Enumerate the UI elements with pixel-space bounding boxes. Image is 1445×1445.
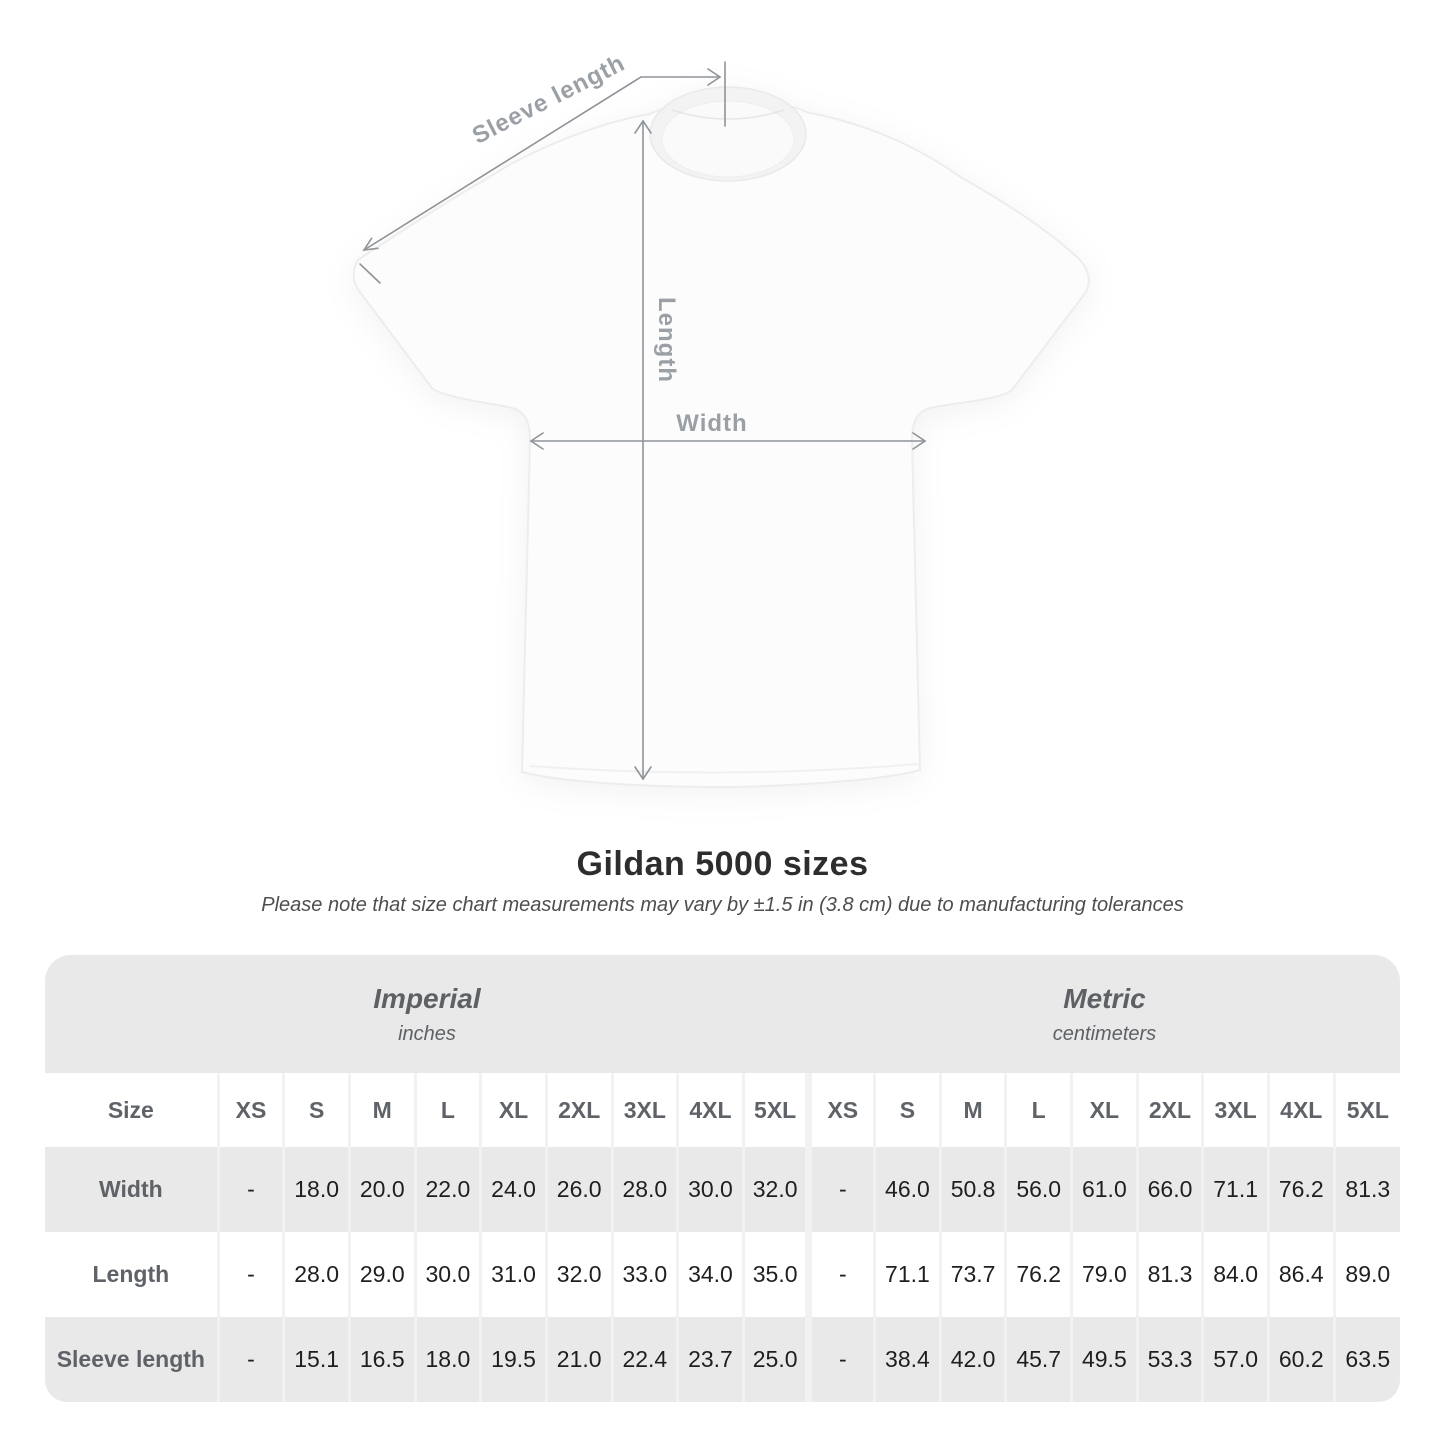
measurement-cell: - (216, 1317, 284, 1402)
metric-group-header: Metric centimeters (808, 955, 1400, 1073)
measurement-cell: 50.8 (938, 1147, 1006, 1232)
measurement-cell: 21.0 (544, 1317, 612, 1402)
measurement-cell: 15.1 (282, 1317, 350, 1402)
measurement-cell: 46.0 (873, 1147, 941, 1232)
measurement-cell: - (805, 1232, 875, 1317)
measurement-cell: 32.0 (544, 1232, 612, 1317)
size-header-row: Size XS S M L XL 2XL 3XL 4XL 5XL XS S M L XL 2XL 3XL 4XL… (45, 1073, 1400, 1147)
size-col-metric-m: M (938, 1073, 1006, 1147)
measurement-cell: 89.0 (1332, 1232, 1400, 1317)
size-col-imperial-xs: XS (216, 1073, 284, 1147)
measurement-cell: 18.0 (282, 1147, 350, 1232)
measurement-cell: - (805, 1317, 875, 1402)
measurement-cell: 56.0 (1004, 1147, 1072, 1232)
row-label: Width (45, 1147, 219, 1232)
measurement-cell: 33.0 (610, 1232, 678, 1317)
size-col-imperial-2xl: 2XL (544, 1073, 612, 1147)
measurement-cell: 86.4 (1266, 1232, 1335, 1317)
measurement-cell: 23.7 (676, 1317, 744, 1402)
imperial-unit-label: inches (398, 1022, 456, 1045)
measurement-cell: 34.0 (676, 1232, 744, 1317)
size-col-metric-4xl: 4XL (1266, 1073, 1335, 1147)
measurement-cell: 60.2 (1266, 1317, 1335, 1402)
tshirt-illustration (352, 61, 1090, 789)
tolerance-note: Please note that size chart measurements… (261, 894, 1184, 916)
size-col-imperial-xl: XL (479, 1073, 547, 1147)
unit-group-header-row: Imperial inches Metric centimeters (45, 955, 1400, 1073)
imperial-group-header: Imperial inches (45, 955, 809, 1073)
measurement-cell: 38.4 (873, 1317, 941, 1402)
measurement-cell: 81.3 (1332, 1147, 1400, 1232)
size-col-metric-2xl: 2XL (1135, 1073, 1203, 1147)
table-row: Length -28.0 29.0 30.0 31.0 32.0 33.0 34.0 35.0-… (45, 1232, 1400, 1317)
measurement-cell: 31.0 (479, 1232, 547, 1317)
measurement-cell: 28.0 (282, 1232, 350, 1317)
measurement-cell: 29.0 (347, 1232, 416, 1317)
size-table-container: Imperial inches Metric centimeters Size … (45, 955, 1400, 1402)
measurement-cell: 25.0 (741, 1317, 809, 1402)
measurement-cell: 22.4 (610, 1317, 678, 1402)
tshirt-diagram: Sleeve length Length Width (352, 49, 1090, 789)
size-col-metric-xs: XS (805, 1073, 875, 1147)
measurement-cell: 24.0 (479, 1147, 547, 1232)
measurement-cell: 84.0 (1201, 1232, 1269, 1317)
measurement-cell: 30.0 (676, 1147, 744, 1232)
title-block: Gildan 5000 sizes Please note that size … (0, 845, 1445, 917)
measurement-cell: 81.3 (1135, 1232, 1203, 1317)
size-col-imperial-l: L (413, 1073, 481, 1147)
size-col-imperial-5xl: 5XL (741, 1073, 809, 1147)
measurement-cell: 22.0 (413, 1147, 481, 1232)
size-col-metric-l: L (1004, 1073, 1072, 1147)
measurement-cell: 19.5 (479, 1317, 547, 1402)
measurement-cell: 53.3 (1135, 1317, 1203, 1402)
size-column-header: Size (45, 1073, 219, 1147)
measurement-cell: 20.0 (347, 1147, 416, 1232)
width-label: Width (676, 410, 748, 437)
measurement-cell: 26.0 (544, 1147, 612, 1232)
measurement-cell: 18.0 (413, 1317, 481, 1402)
measurement-cell: 71.1 (1201, 1147, 1269, 1232)
measurement-cell: 61.0 (1070, 1147, 1138, 1232)
measurement-cell: 45.7 (1004, 1317, 1072, 1402)
measurement-cell: - (216, 1232, 284, 1317)
measurement-cell: 76.2 (1266, 1147, 1335, 1232)
measurement-cell: 66.0 (1135, 1147, 1203, 1232)
measurement-cell: 30.0 (413, 1232, 481, 1317)
measurement-cell: 42.0 (938, 1317, 1006, 1402)
size-col-metric-5xl: 5XL (1332, 1073, 1400, 1147)
table-row: Width -18.0 20.0 22.0 24.0 26.0 28.0 30.0 32.0-4… (45, 1147, 1400, 1232)
measurement-cell: 76.2 (1004, 1232, 1072, 1317)
size-col-imperial-4xl: 4XL (676, 1073, 744, 1147)
dimension-arrows (359, 61, 927, 781)
size-col-imperial-s: S (282, 1073, 350, 1147)
measurement-cell: - (216, 1147, 284, 1232)
size-col-imperial-m: M (347, 1073, 416, 1147)
size-col-metric-3xl: 3XL (1201, 1073, 1269, 1147)
measurement-cell: 63.5 (1332, 1317, 1400, 1402)
measurement-cell: 57.0 (1201, 1317, 1269, 1402)
metric-label: Metric (1063, 982, 1146, 1014)
size-table: Imperial inches Metric centimeters Size … (45, 955, 1400, 1402)
measurement-cell: 79.0 (1070, 1232, 1138, 1317)
metric-unit-label: centimeters (1052, 1022, 1157, 1045)
measurement-cell: 71.1 (873, 1232, 941, 1317)
table-row: Sleeve length -15.1 16.5 18.0 19.5 21.0 22.4 23… (45, 1317, 1400, 1402)
imperial-label: Imperial (373, 982, 481, 1014)
size-col-imperial-3xl: 3XL (610, 1073, 678, 1147)
size-col-metric-xl: XL (1070, 1073, 1138, 1147)
row-label: Sleeve length (45, 1317, 219, 1402)
page-title: Gildan 5000 sizes (576, 845, 869, 883)
measurement-cell: - (805, 1147, 875, 1232)
measurement-cell: 28.0 (610, 1147, 678, 1232)
measurement-cell: 32.0 (741, 1147, 809, 1232)
row-label: Length (45, 1232, 219, 1317)
measurement-cell: 73.7 (938, 1232, 1006, 1317)
measurement-cell: 49.5 (1070, 1317, 1138, 1402)
size-col-metric-s: S (873, 1073, 941, 1147)
measurement-cell: 35.0 (741, 1232, 809, 1317)
measurement-cell: 16.5 (347, 1317, 416, 1402)
